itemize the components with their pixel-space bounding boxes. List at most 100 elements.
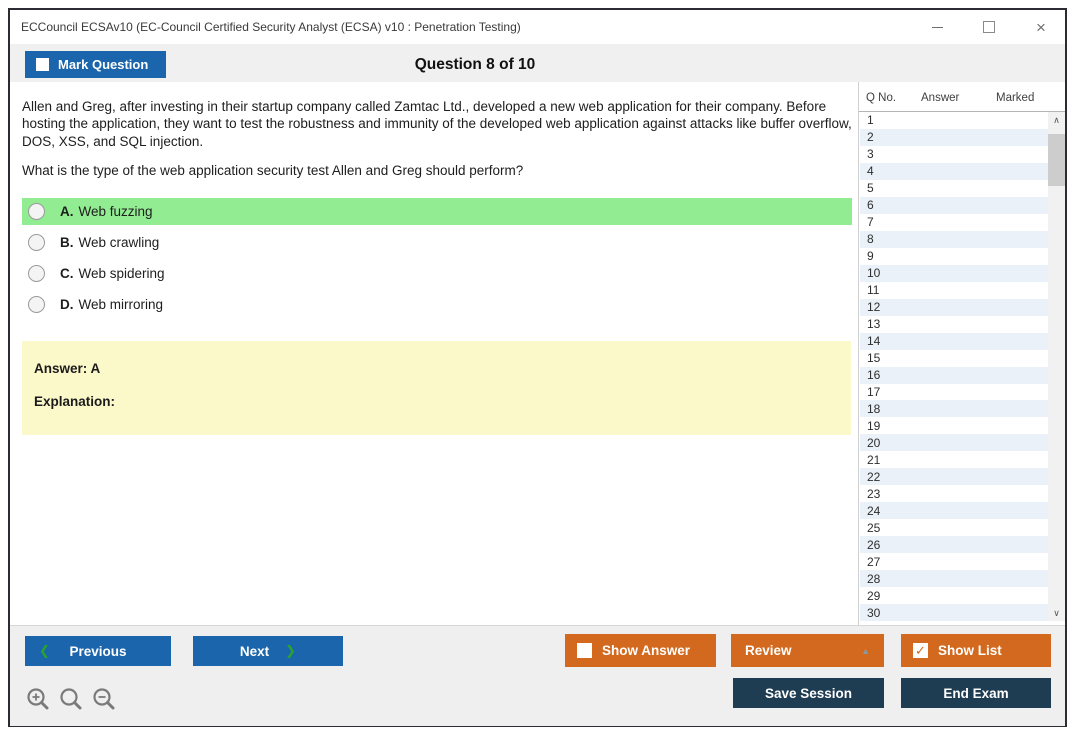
option-a[interactable]: A. Web fuzzing: [22, 198, 852, 225]
show-list-checkbox[interactable]: ✓: [913, 643, 928, 658]
question-number: 12: [867, 300, 881, 315]
question-list-row[interactable]: 7: [860, 213, 1048, 231]
question-list-row[interactable]: 21: [860, 451, 1048, 469]
question-list-row[interactable]: 9: [860, 247, 1048, 265]
option-b[interactable]: B. Web crawling: [22, 229, 852, 256]
option-d[interactable]: D. Web mirroring: [22, 291, 852, 318]
minimize-icon[interactable]: [927, 17, 947, 37]
previous-button[interactable]: ❮ Previous: [25, 636, 171, 666]
option-d-radio[interactable]: [28, 296, 45, 313]
question-list-row[interactable]: 13: [860, 315, 1048, 333]
question-list-row[interactable]: 11: [860, 281, 1048, 299]
question-number: 2: [867, 130, 874, 145]
question-list-row[interactable]: 18: [860, 400, 1048, 418]
show-answer-checkbox[interactable]: [577, 643, 592, 658]
question-list-row[interactable]: 15: [860, 349, 1048, 367]
mark-question-checkbox[interactable]: [36, 58, 49, 71]
question-number: 4: [867, 164, 874, 179]
question-number: 18: [867, 401, 881, 416]
question-list-row[interactable]: 22: [860, 468, 1048, 486]
option-a-radio[interactable]: [28, 203, 45, 220]
question-list-row[interactable]: 23: [860, 485, 1048, 503]
option-text: Web crawling: [78, 235, 160, 250]
question-list-scrollbar[interactable]: ∧ ∨: [1048, 112, 1065, 621]
question-list-row[interactable]: 8: [860, 230, 1048, 248]
window-controls: ×: [927, 10, 1051, 44]
option-letter: A.: [60, 204, 74, 219]
zoom-out-icon[interactable]: [91, 686, 118, 713]
question-list-row[interactable]: 14: [860, 332, 1048, 350]
question-list-row[interactable]: 26: [860, 536, 1048, 554]
question-number: 27: [867, 554, 881, 569]
show-list-label: Show List: [938, 643, 1002, 658]
show-list-button[interactable]: ✓ Show List: [901, 634, 1051, 667]
check-icon: ✓: [915, 643, 926, 658]
scroll-down-icon[interactable]: ∨: [1053, 607, 1060, 618]
next-label: Next: [239, 643, 270, 659]
question-number: 23: [867, 486, 881, 501]
question-number: 6: [867, 198, 874, 213]
zoom-in-icon[interactable]: [25, 686, 52, 713]
show-answer-button[interactable]: Show Answer: [565, 634, 716, 667]
question-list-row[interactable]: 6: [860, 196, 1048, 214]
header-band: [10, 44, 1065, 82]
question-number: 16: [867, 368, 881, 383]
question-list-row[interactable]: 25: [860, 519, 1048, 537]
zoom-reset-icon[interactable]: [58, 686, 85, 713]
question-number: 7: [867, 215, 874, 230]
question-counter: Question 8 of 10: [414, 56, 536, 73]
question-list-row[interactable]: 10: [860, 264, 1048, 282]
save-session-label: Save Session: [764, 685, 853, 701]
option-letter: C.: [60, 266, 74, 281]
mark-question-label: Mark Question: [58, 57, 149, 72]
question-list-row[interactable]: 16: [860, 366, 1048, 384]
question-list-row[interactable]: 28: [860, 570, 1048, 588]
question-list-row[interactable]: 24: [860, 502, 1048, 520]
question-number: 9: [867, 249, 874, 264]
exam-window: ECCouncil ECSAv10 (EC-Council Certified …: [8, 8, 1067, 727]
question-list-row[interactable]: 29: [860, 587, 1048, 605]
question-number: 17: [867, 384, 881, 399]
question-list-row[interactable]: 27: [860, 553, 1048, 571]
question-list-row[interactable]: 1: [860, 112, 1048, 129]
question-number: 8: [867, 232, 874, 247]
close-icon[interactable]: ×: [1031, 17, 1051, 37]
zoom-toolbar: [25, 686, 118, 713]
question-number: 3: [867, 147, 874, 162]
minimize-glyph: [931, 26, 943, 28]
question-list-row[interactable]: 20: [860, 434, 1048, 452]
question-number: 13: [867, 317, 881, 332]
question-number: 24: [867, 503, 881, 518]
chevron-right-icon: ❯: [285, 643, 297, 658]
question-number: 20: [867, 435, 881, 450]
question-list-row[interactable]: 3: [860, 145, 1048, 163]
question-list-row[interactable]: 17: [860, 383, 1048, 401]
option-c-radio[interactable]: [28, 265, 45, 282]
save-session-button[interactable]: Save Session: [733, 678, 884, 708]
question-list-rows: 1 2 3 4 5 6 7 8 9 10 11 12 13 14 15 16 17 18 19 20 21 22 23 24 2…: [860, 112, 1048, 622]
question-list-row[interactable]: 2: [860, 128, 1048, 146]
question-number: 21: [867, 452, 881, 467]
mark-question-button[interactable]: Mark Question: [25, 51, 166, 78]
scrollbar-thumb[interactable]: [1048, 134, 1065, 186]
question-number: 19: [867, 418, 881, 433]
question-list-row[interactable]: 30: [860, 604, 1048, 622]
option-c[interactable]: C. Web spidering: [22, 260, 852, 287]
column-header-qno: Q No.: [866, 92, 897, 104]
question-number: 14: [867, 334, 881, 349]
end-exam-button[interactable]: End Exam: [901, 678, 1051, 708]
show-answer-label: Show Answer: [602, 643, 691, 658]
question-number: 25: [867, 520, 881, 535]
question-list-row[interactable]: 5: [860, 179, 1048, 197]
question-list-row[interactable]: 19: [860, 417, 1048, 435]
review-dropdown-button[interactable]: Review ▲: [731, 634, 884, 667]
question-list-row[interactable]: 12: [860, 298, 1048, 316]
scroll-up-icon[interactable]: ∧: [1053, 114, 1060, 125]
maximize-icon[interactable]: [979, 17, 999, 37]
next-button[interactable]: Next ❯: [193, 636, 343, 666]
question-paragraph: Allen and Greg, after investing in their…: [22, 99, 852, 149]
question-list-row[interactable]: 4: [860, 162, 1048, 180]
window-title: ECCouncil ECSAv10 (EC-Council Certified …: [21, 20, 521, 34]
question-number: 5: [867, 181, 874, 196]
option-b-radio[interactable]: [28, 234, 45, 251]
